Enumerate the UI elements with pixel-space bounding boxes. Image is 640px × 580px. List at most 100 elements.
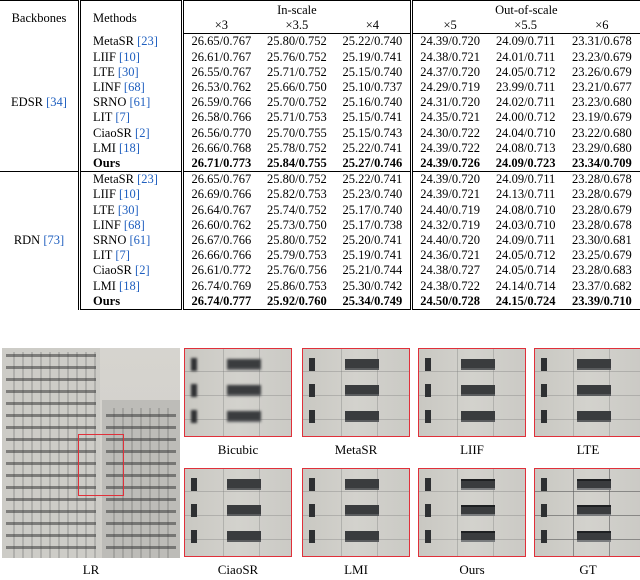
score-cell: 24.15/0.724: [487, 293, 564, 311]
window: [227, 411, 261, 422]
method-ref: [68]: [123, 217, 145, 232]
method-name: Ours: [93, 293, 121, 308]
window: [191, 384, 197, 397]
score-cell: 25.27/0.746: [342, 156, 403, 171]
score-cell: 25.76/0.756: [267, 263, 327, 278]
methods-header: Methods: [78, 0, 183, 34]
score-cell: 25.17/0.738: [342, 217, 403, 232]
facade-line: [341, 349, 342, 436]
window: [309, 478, 315, 491]
window: [191, 530, 197, 543]
score-cell: 24.38/0.727: [409, 263, 488, 279]
table-row: LIT [7] 26.66/0.766 25.79/0.753 25.19/0.741…: [0, 248, 640, 264]
method-cell: MetaSR [23]: [78, 33, 183, 50]
score-cell: 26.71/0.773: [180, 156, 259, 172]
window: [461, 385, 495, 396]
method-name: MetaSR: [93, 34, 134, 49]
score-cell: 24.31/0.720: [409, 95, 488, 111]
zoom-panel: [534, 468, 640, 557]
method-cell: Ours: [78, 293, 183, 311]
table-row: LMI [18] 26.66/0.768 25.78/0.752 25.22/0.74…: [0, 140, 640, 157]
facade-line: [535, 491, 640, 492]
score-cell: 24.01/0.711: [495, 49, 556, 64]
window: [577, 505, 611, 516]
score-cell: 24.02/0.711: [495, 95, 556, 110]
method-name: LIIF: [93, 187, 116, 202]
window: [461, 531, 495, 542]
score-cell: 23.99/0.711: [495, 80, 556, 95]
method-name: SRNO: [93, 233, 127, 248]
score-cell: 24.09/0.723: [495, 156, 556, 171]
score-cell: 25.71/0.752: [267, 64, 327, 79]
score-cell: 24.32/0.719: [409, 217, 488, 234]
window: [541, 478, 547, 491]
method-ref: [2]: [135, 125, 150, 140]
method-name: CiaoSR: [93, 263, 132, 278]
window: [541, 358, 547, 371]
score-cell: 26.64/0.767: [180, 202, 259, 218]
score-cell: 24.00/0.712: [495, 110, 556, 125]
facade-line: [457, 349, 458, 436]
zoom-panel: [534, 348, 640, 437]
lr-image: [2, 348, 180, 558]
method-ref: [10]: [119, 187, 140, 202]
score-cell: 25.19/0.741: [342, 248, 403, 263]
score-cell: 23.28/0.679: [572, 187, 632, 202]
window: [227, 385, 261, 396]
method-ref: [10]: [119, 49, 140, 64]
score-cell: 25.15/0.740: [342, 64, 403, 79]
score-cell: 25.20/0.741: [342, 233, 403, 248]
method-ref: [61]: [129, 95, 151, 110]
window: [461, 411, 495, 422]
score-cell: 25.76/0.752: [267, 49, 327, 64]
score-cell: 24.35/0.721: [409, 110, 488, 126]
zoom-panel: [184, 348, 292, 437]
score-cell: 24.05/0.712: [495, 248, 556, 263]
panel-caption: GT: [579, 562, 597, 577]
header-row-scales: ×3 ×3.5 ×4 ×5 ×5.5 ×6: [0, 18, 640, 35]
score-cell: 25.78/0.752: [267, 140, 327, 155]
window: [345, 531, 379, 542]
window: [425, 530, 431, 543]
score-cell: 24.36/0.721: [409, 248, 488, 264]
table-row: LTE [30] 26.55/0.767 25.71/0.752 25.15/0.74…: [0, 64, 640, 81]
table-row: SRNO [61] 26.67/0.766 25.80/0.752 25.20/0.7…: [0, 233, 640, 249]
window: [227, 531, 261, 542]
method-cell: LIIF [10]: [78, 49, 183, 65]
header-row-groups: Backbones Methods In-scale Out-of-scale: [0, 0, 640, 34]
score-cell: 26.69/0.766: [180, 187, 259, 203]
window: [191, 410, 197, 423]
window: [309, 410, 315, 423]
backbone-name: EDSR: [11, 94, 43, 109]
panel-caption: LMI: [344, 562, 368, 577]
score-cell: 25.19/0.741: [342, 49, 403, 64]
zoom-panel: [418, 348, 526, 437]
score-cell: 26.65/0.767: [180, 33, 259, 50]
zoom-panel: [302, 348, 410, 437]
score-cell: 25.84/0.755: [267, 156, 327, 171]
score-cell: 24.03/0.710: [495, 217, 556, 232]
method-name: LMI: [93, 278, 116, 293]
score-cell: 25.21/0.744: [342, 263, 403, 278]
method-name: LIIF: [93, 49, 116, 64]
score-cell: 25.73/0.750: [267, 217, 327, 232]
method-ref: [23]: [137, 34, 158, 49]
comparison-figure: LR Bicubic MetaSR LIIF LTE CiaoSR LMI Ours GT: [0, 346, 640, 580]
method-ref: [7]: [115, 248, 130, 263]
score-cell: 25.10/0.737: [342, 80, 403, 95]
facade-line: [535, 371, 640, 372]
table-row: EDSR [34] MetaSR [23] 26.65/0.767 25.80/0.7…: [0, 33, 640, 109]
window: [577, 359, 611, 370]
score-cell: 23.28/0.679: [572, 202, 632, 217]
method-cell: SRNO [61]: [78, 233, 183, 249]
score-cell: 23.28/0.683: [572, 263, 632, 278]
window: [425, 504, 431, 517]
score-cell: 24.50/0.728: [409, 293, 488, 311]
score-cell: 25.82/0.753: [267, 187, 327, 202]
method-name: LINF: [93, 217, 121, 232]
method-name: Ours: [93, 156, 121, 171]
table-row: CiaoSR [2] 26.61/0.772 25.76/0.756 25.21/0.…: [0, 263, 640, 279]
method-ref: [68]: [123, 80, 145, 95]
score-cell: 23.22/0.680: [572, 125, 632, 140]
panel-caption: MetaSR: [334, 442, 378, 457]
